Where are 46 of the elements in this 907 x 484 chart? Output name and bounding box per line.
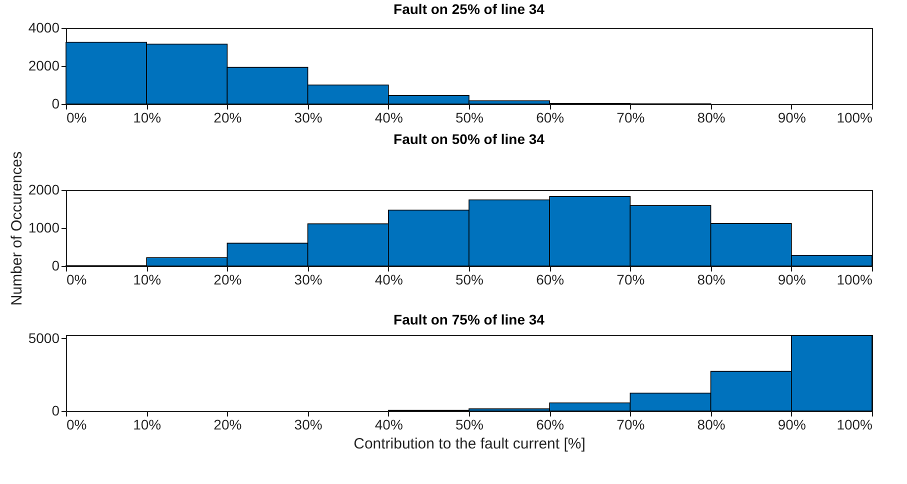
x-tick-label: 50% [455, 416, 484, 432]
x-tick-label: 10% [133, 416, 162, 432]
x-tick-label: 90% [778, 416, 806, 432]
x-tick-label: 0% [66, 272, 87, 288]
x-tick-label: 20% [214, 110, 242, 126]
y-tick-label: 2000 [28, 58, 60, 74]
x-axis-title: Contribution to the fault current [%] [354, 436, 586, 452]
x-tick-label: 0% [66, 416, 87, 432]
x-tick-label: 40% [374, 272, 403, 288]
y-tick-label: 2000 [28, 182, 60, 198]
x-tick-label: 60% [536, 110, 564, 126]
x-tick-label: 70% [616, 272, 645, 288]
y-axis-title: Number of Occurences [8, 151, 26, 306]
x-tick-label: 80% [697, 110, 726, 126]
x-tick-label: 40% [374, 416, 403, 432]
x-tick-label: 60% [536, 272, 564, 288]
x-tick-label: 10% [133, 272, 162, 288]
x-tick-label: 30% [294, 416, 322, 432]
x-tick-label: 50% [455, 272, 484, 288]
x-tick-label: 30% [294, 110, 322, 126]
y-tick-label: 0 [52, 402, 60, 418]
x-tick-label: 90% [778, 272, 806, 288]
x-tick-label: 0% [66, 110, 87, 126]
x-tick-label: 60% [536, 416, 564, 432]
chart-title: Fault on 75% of line 34 [394, 311, 545, 328]
y-tick-label: 1000 [28, 220, 60, 236]
x-tick-label: 100% [836, 110, 872, 126]
chart-title: Fault on 50% of line 34 [394, 130, 545, 147]
chart-title: Fault on 25% of line 34 [394, 1, 545, 17]
x-tick-label: 70% [616, 416, 645, 432]
x-tick-label: 20% [214, 272, 242, 288]
x-tick-label: 100% [836, 416, 872, 432]
x-tick-label: 40% [374, 110, 403, 126]
y-tick-label: 5000 [28, 330, 60, 346]
x-tick-label: 20% [214, 416, 242, 432]
y-tick-label: 0 [52, 96, 60, 112]
x-tick-label: 30% [294, 272, 322, 288]
x-tick-label: 90% [778, 110, 806, 126]
x-tick-label: 50% [455, 110, 484, 126]
x-tick-label: 80% [697, 416, 726, 432]
y-tick-label: 0 [52, 258, 60, 274]
x-tick-label: 100% [836, 272, 872, 288]
x-tick-label: 10% [133, 110, 162, 126]
y-tick-label: 4000 [28, 20, 60, 36]
x-tick-label: 70% [616, 110, 645, 126]
x-tick-label: 80% [697, 272, 726, 288]
